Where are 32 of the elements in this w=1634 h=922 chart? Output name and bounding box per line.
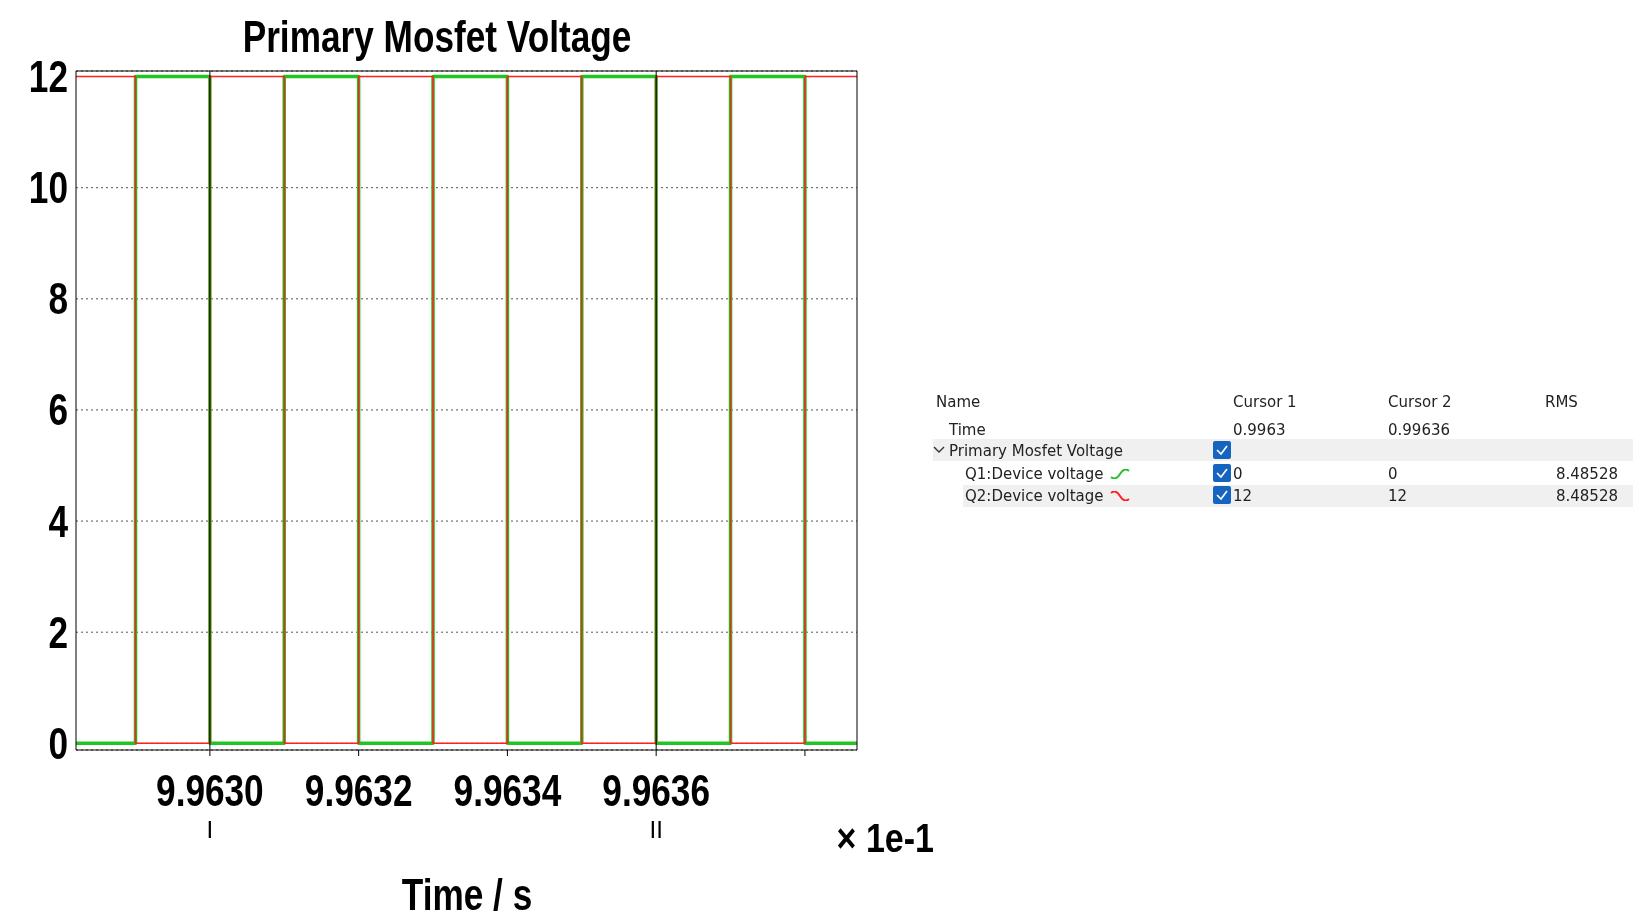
text: RMS: [1545, 393, 1578, 411]
text: 0.9963: [1233, 421, 1286, 439]
chart-title: Primary Mosfet Voltage: [949, 442, 1124, 460]
text: × 1e-1: [836, 816, 934, 861]
chart-title: Primary Mosfet Voltage: [241, 12, 633, 62]
text: Cursor 1: [1233, 393, 1297, 411]
text: Name: [936, 393, 981, 411]
y-tick-label: 12: [28, 52, 68, 101]
ref-line-label: I: [206, 816, 214, 843]
text: 0: [1388, 465, 1398, 483]
text: 12: [1388, 487, 1408, 505]
x-axis-title: Time / s: [400, 870, 534, 920]
text: 0.99636: [1388, 421, 1451, 439]
y-tick-label: 10: [28, 163, 68, 212]
y-tick-label: 0: [48, 719, 68, 768]
text: 8.48528: [1554, 465, 1618, 483]
y-tick-label: 2: [48, 607, 68, 657]
text: Cursor 2: [1388, 393, 1452, 411]
y-tick-label: 8: [48, 274, 68, 324]
x-tick-label: 9.9630: [156, 766, 264, 815]
x-tick-label: 9.9636: [602, 766, 710, 815]
ref-line-label: II: [649, 816, 663, 843]
text: 12: [1233, 487, 1253, 505]
legend-label: Q1:Device voltage: [965, 465, 1104, 483]
legend-label: Q2:Device voltage: [965, 487, 1104, 505]
text: Time: [949, 421, 986, 439]
text: 0: [1233, 465, 1243, 483]
text: 8.48528: [1554, 487, 1618, 505]
x-tick-label: 9.9634: [453, 766, 562, 815]
y-tick-label: 4: [48, 496, 68, 546]
y-tick-label: 6: [48, 385, 68, 435]
x-tick-label: 9.9632: [304, 766, 413, 815]
